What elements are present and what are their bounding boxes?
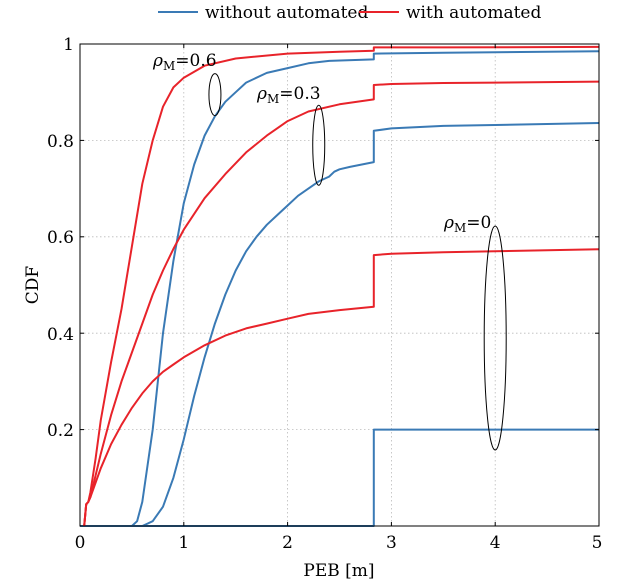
x-tick-label: 4 [490, 533, 501, 553]
annotation-subscript: M [454, 221, 466, 235]
y-tick-label: 0.8 [47, 132, 74, 152]
y-tick-labels: 0.2 0.4 0.6 0.8 1 [47, 35, 74, 441]
series-line-with-automated-rho-0 [83, 248, 600, 527]
annotation-symbol: ρ [443, 213, 454, 233]
annotation-value: =0 [466, 213, 491, 233]
x-tick-labels: 0 1 2 3 4 5 [75, 533, 603, 553]
annotation-subscript: M [163, 59, 175, 73]
y-axis-label: CDF [23, 266, 43, 305]
legend: without automated with automated [158, 3, 541, 23]
x-tick-label: 2 [282, 533, 293, 553]
ellipse-rho-0 [483, 225, 507, 451]
series-line-without-automated-rho-0.6 [80, 50, 600, 527]
series-line-with-automated-rho-0.6 [83, 45, 600, 527]
plot-frame [79, 43, 600, 527]
series-lines [80, 45, 600, 527]
annotation-subscript: M [267, 92, 279, 106]
x-tick-label: 0 [75, 533, 86, 553]
x-tick-label: 1 [178, 533, 189, 553]
annotation-rho-0.3: ρM=0.3 [256, 84, 321, 106]
legend-label-with-automated: with automated [406, 3, 541, 23]
x-tick-label: 5 [592, 533, 603, 553]
annotation-value: =0.3 [279, 84, 320, 104]
series-line-with-automated-rho-0.3 [83, 80, 600, 527]
ellipse-rho-0.6 [208, 73, 222, 117]
annotation-rho-0.6: ρM=0.6 [152, 51, 217, 73]
series-line-without-automated-rho-0 [80, 428, 599, 527]
legend-label-without-automated: without automated [205, 3, 368, 23]
annotation-symbol: ρ [256, 84, 267, 104]
annotation-value: =0.6 [175, 51, 216, 71]
series-line-without-automated-rho-0.3 [80, 122, 600, 527]
axis-ticks [79, 43, 600, 526]
y-tick-label: 0.2 [47, 421, 74, 441]
y-tick-label: 1 [63, 35, 74, 55]
annotation-rho-0: ρM=0 [443, 213, 491, 235]
y-tick-label: 0.4 [47, 325, 74, 345]
ellipse-rho-0.3 [312, 104, 326, 186]
annotation-ellipses [208, 73, 507, 451]
y-tick-label: 0.6 [47, 228, 74, 248]
annotation-symbol: ρ [152, 51, 163, 71]
x-axis-label: PEB [m] [303, 561, 374, 581]
x-tick-label: 3 [386, 533, 397, 553]
